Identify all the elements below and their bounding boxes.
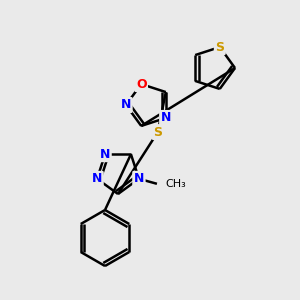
Text: CH₃: CH₃ [165, 179, 186, 189]
Text: N: N [160, 111, 171, 124]
Text: S: S [215, 40, 224, 54]
Text: N: N [121, 98, 131, 112]
Text: N: N [100, 148, 110, 161]
Text: O: O [136, 78, 146, 91]
Text: N: N [134, 172, 144, 185]
Text: S: S [153, 126, 162, 139]
Text: N: N [92, 172, 102, 185]
